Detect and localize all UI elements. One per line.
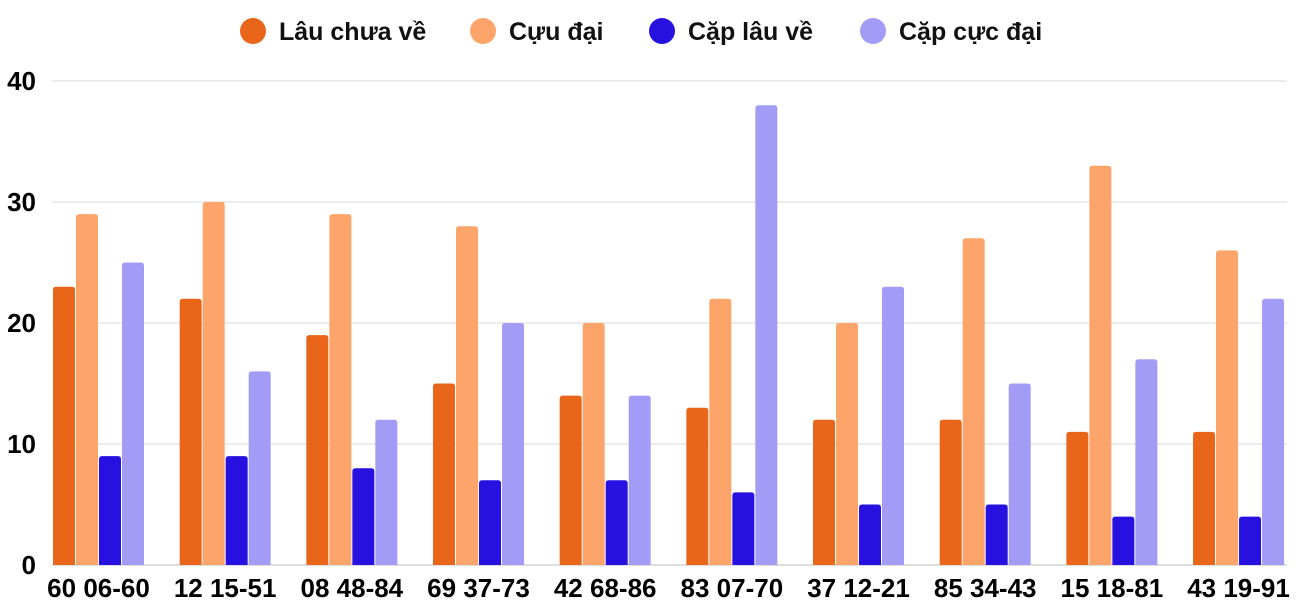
- legend: Lâu chưa về Cựu đại Cặp lâu về Cặp cực đại: [240, 18, 1042, 46]
- bar: [1193, 431, 1216, 565]
- x-tick-label: 60 06-60: [47, 573, 150, 600]
- bar: [1066, 431, 1089, 565]
- bar: [686, 407, 709, 565]
- bar: [605, 480, 628, 565]
- bar: [985, 504, 1008, 565]
- bar: [329, 214, 352, 565]
- bar: [479, 480, 502, 565]
- bar: [559, 395, 582, 565]
- bar: [225, 456, 248, 565]
- bar: [1008, 383, 1031, 565]
- bar: [76, 214, 98, 565]
- x-tick-label: 69 37-73: [427, 573, 530, 600]
- x-axis: 60 06-60 12 15-51 08 48-84 69 37-73 42 68-86…: [47, 573, 1290, 600]
- y-tick-label: 10: [7, 429, 36, 459]
- bar: [179, 298, 202, 565]
- bar: [1239, 516, 1262, 565]
- legend-swatch: [240, 18, 266, 44]
- bar: [1262, 298, 1285, 565]
- bar: [456, 226, 479, 565]
- legend-item[interactable]: Cặp cực đại: [860, 18, 1042, 46]
- x-tick-label: 37 12-21: [807, 573, 910, 600]
- bar: [1089, 165, 1112, 565]
- bar: [502, 323, 525, 565]
- legend-item[interactable]: Cựu đại: [470, 18, 604, 46]
- x-tick-label: 85 34-43: [934, 573, 1037, 600]
- y-tick-label: 20: [7, 308, 36, 338]
- legend-label: Lâu chưa về: [279, 18, 426, 46]
- bar: [1216, 250, 1239, 565]
- legend-item[interactable]: Lâu chưa về: [240, 18, 426, 46]
- y-tick-label: 0: [22, 550, 36, 580]
- x-tick-label: 15 18-81: [1061, 573, 1164, 600]
- legend-swatch: [470, 18, 496, 44]
- bar: [99, 456, 121, 565]
- legend-swatch: [649, 18, 675, 44]
- bar: [1135, 359, 1158, 565]
- x-tick-label: 12 15-51: [174, 573, 277, 600]
- bar: [1112, 516, 1135, 565]
- y-tick-label: 30: [7, 187, 36, 217]
- x-tick-label: 42 68-86: [554, 573, 657, 600]
- legend-label: Cặp cực đại: [899, 18, 1042, 46]
- y-tick-label: 40: [7, 66, 36, 96]
- bar: [882, 286, 905, 565]
- legend-swatch: [860, 18, 886, 44]
- bar: [939, 419, 962, 565]
- bar: [836, 323, 859, 565]
- bar: [433, 383, 456, 565]
- bar: [352, 468, 375, 565]
- bar: [248, 371, 271, 565]
- bar: [628, 395, 651, 565]
- bar: [202, 202, 225, 565]
- bar: [582, 323, 605, 565]
- y-axis: 0 10 20 30 40: [7, 66, 36, 580]
- x-tick-label: 43 19-91: [1187, 573, 1290, 600]
- bar: [813, 419, 836, 565]
- bars: [53, 105, 1285, 566]
- bar: [122, 262, 144, 565]
- legend-label: Cựu đại: [509, 18, 604, 46]
- legend-label: Cặp lâu về: [688, 18, 813, 46]
- bar: [709, 298, 732, 565]
- bar: [755, 105, 778, 565]
- bar: [53, 286, 75, 565]
- bar: [375, 419, 398, 565]
- x-tick-label: 08 48-84: [301, 573, 404, 600]
- bar: [732, 492, 755, 565]
- legend-item[interactable]: Cặp lâu về: [649, 18, 813, 46]
- bar: [306, 335, 329, 565]
- bar: [962, 238, 985, 566]
- bar: [859, 504, 882, 565]
- x-tick-label: 83 07-70: [681, 573, 784, 600]
